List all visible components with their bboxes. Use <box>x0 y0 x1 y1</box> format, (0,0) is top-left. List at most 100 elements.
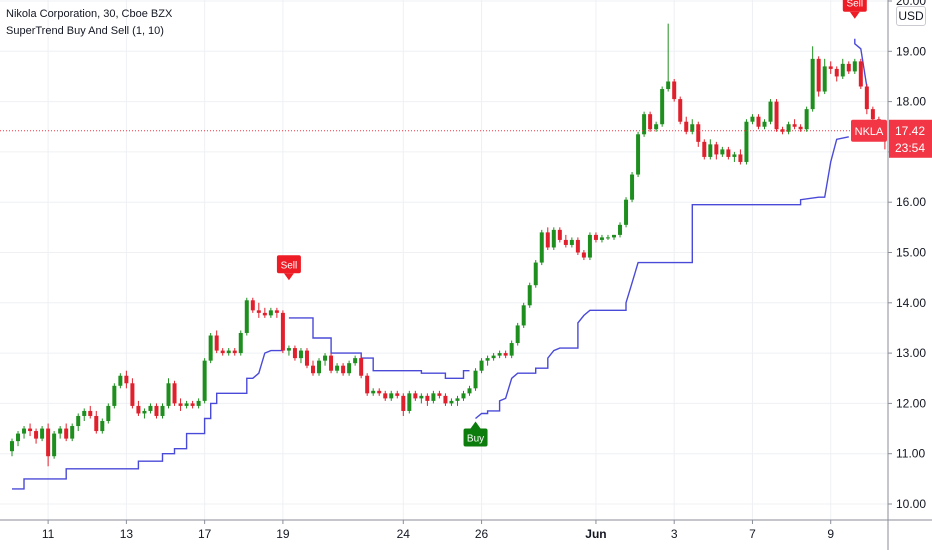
candle-body[interactable] <box>154 405 159 416</box>
candle-body[interactable] <box>551 229 556 248</box>
candle-body[interactable] <box>642 114 647 135</box>
sell-signal-label[interactable] <box>842 0 867 12</box>
candle-body[interactable] <box>323 355 328 361</box>
sell-signal-label[interactable] <box>276 255 301 274</box>
candle-body[interactable] <box>618 224 623 235</box>
candle-body[interactable] <box>756 116 761 127</box>
candle-body[interactable] <box>395 393 400 396</box>
candle-body[interactable] <box>232 350 237 354</box>
candle-body[interactable] <box>64 428 69 439</box>
candle-body[interactable] <box>76 415 81 427</box>
candle-body[interactable] <box>250 300 255 311</box>
candle-body[interactable] <box>738 154 743 162</box>
candle-body[interactable] <box>509 343 514 356</box>
candle-body[interactable] <box>515 325 520 344</box>
candle-body[interactable] <box>497 353 502 356</box>
candle-body[interactable] <box>208 335 213 361</box>
candle-body[interactable] <box>124 375 129 384</box>
buy-signal-label[interactable] <box>463 428 488 447</box>
candle-body[interactable] <box>202 360 207 401</box>
candle-body[interactable] <box>88 410 93 416</box>
candle-body[interactable] <box>166 383 171 406</box>
candle-body[interactable] <box>533 262 538 286</box>
candle-body[interactable] <box>545 232 550 248</box>
candle-body[interactable] <box>762 121 767 127</box>
candle-body[interactable] <box>238 332 243 354</box>
candle-body[interactable] <box>828 66 833 69</box>
candle-body[interactable] <box>10 441 14 452</box>
candle-body[interactable] <box>479 360 484 371</box>
candle-body[interactable] <box>678 99 683 122</box>
candle-body[interactable] <box>437 393 442 396</box>
candle-body[interactable] <box>720 149 725 155</box>
candle-body[interactable] <box>726 149 731 157</box>
candle-body[interactable] <box>353 358 358 364</box>
candle-body[interactable] <box>347 363 352 374</box>
candle-body[interactable] <box>527 285 532 306</box>
candle-body[interactable] <box>708 144 713 157</box>
candle-body[interactable] <box>461 393 466 399</box>
candle-body[interactable] <box>780 129 785 132</box>
candle-body[interactable] <box>178 403 183 406</box>
candle-body[interactable] <box>449 400 454 404</box>
candle-body[interactable] <box>196 400 201 406</box>
candle-body[interactable] <box>690 124 695 132</box>
candle-body[interactable] <box>696 124 701 142</box>
candle-body[interactable] <box>443 395 448 404</box>
candle-body[interactable] <box>292 348 297 359</box>
candle-body[interactable] <box>130 383 135 406</box>
candle-body[interactable] <box>70 426 75 439</box>
candle-body[interactable] <box>311 365 315 374</box>
candle-body[interactable] <box>413 393 418 399</box>
candle-body[interactable] <box>587 234 592 258</box>
candle-body[interactable] <box>816 58 821 92</box>
candle-body[interactable] <box>660 89 665 125</box>
candle-body[interactable] <box>220 350 225 354</box>
candle-body[interactable] <box>630 174 635 200</box>
candle-body[interactable] <box>172 383 177 404</box>
candle-body[interactable] <box>702 141 707 157</box>
candle-body[interactable] <box>100 421 105 432</box>
candle-body[interactable] <box>503 353 508 356</box>
candle-body[interactable] <box>304 350 309 366</box>
candle-body[interactable] <box>106 405 111 422</box>
candle-body[interactable] <box>636 134 641 175</box>
candle-body[interactable] <box>852 61 857 72</box>
candle-body[interactable] <box>419 395 424 399</box>
candle-body[interactable] <box>190 403 195 406</box>
candle-body[interactable] <box>822 66 827 92</box>
ticker-tag[interactable] <box>851 119 887 142</box>
candle-body[interactable] <box>792 124 797 127</box>
candle-body[interactable] <box>401 395 406 411</box>
candle-body[interactable] <box>136 405 141 414</box>
candle-body[interactable] <box>142 410 147 414</box>
candle-body[interactable] <box>226 350 231 354</box>
candle-body[interactable] <box>214 335 219 351</box>
candle-body[interactable] <box>40 428 45 439</box>
candle-body[interactable] <box>684 121 689 132</box>
candle-body[interactable] <box>521 305 526 326</box>
candle-body[interactable] <box>864 86 869 110</box>
candle-body[interactable] <box>455 398 460 401</box>
candle-body[interactable] <box>593 234 598 240</box>
candle-body[interactable] <box>804 109 809 130</box>
candle-body[interactable] <box>467 388 472 394</box>
candle-body[interactable] <box>82 410 87 416</box>
candle-body[interactable] <box>52 433 57 457</box>
indicator-title[interactable]: SuperTrend Buy And Sell (1, 10) <box>6 25 164 37</box>
candle-body[interactable] <box>184 403 189 406</box>
candle-body[interactable] <box>612 234 616 238</box>
candle-body[interactable] <box>359 358 364 376</box>
candle-body[interactable] <box>160 405 165 416</box>
candle-body[interactable] <box>268 310 273 316</box>
candle-body[interactable] <box>16 433 21 442</box>
candle-body[interactable] <box>34 431 39 439</box>
candle-body[interactable] <box>389 393 394 399</box>
candle-body[interactable] <box>431 393 436 401</box>
candle-body[interactable] <box>539 232 544 263</box>
candle-body[interactable] <box>581 252 586 258</box>
candle-body[interactable] <box>280 312 285 351</box>
candle-body[interactable] <box>744 121 749 162</box>
